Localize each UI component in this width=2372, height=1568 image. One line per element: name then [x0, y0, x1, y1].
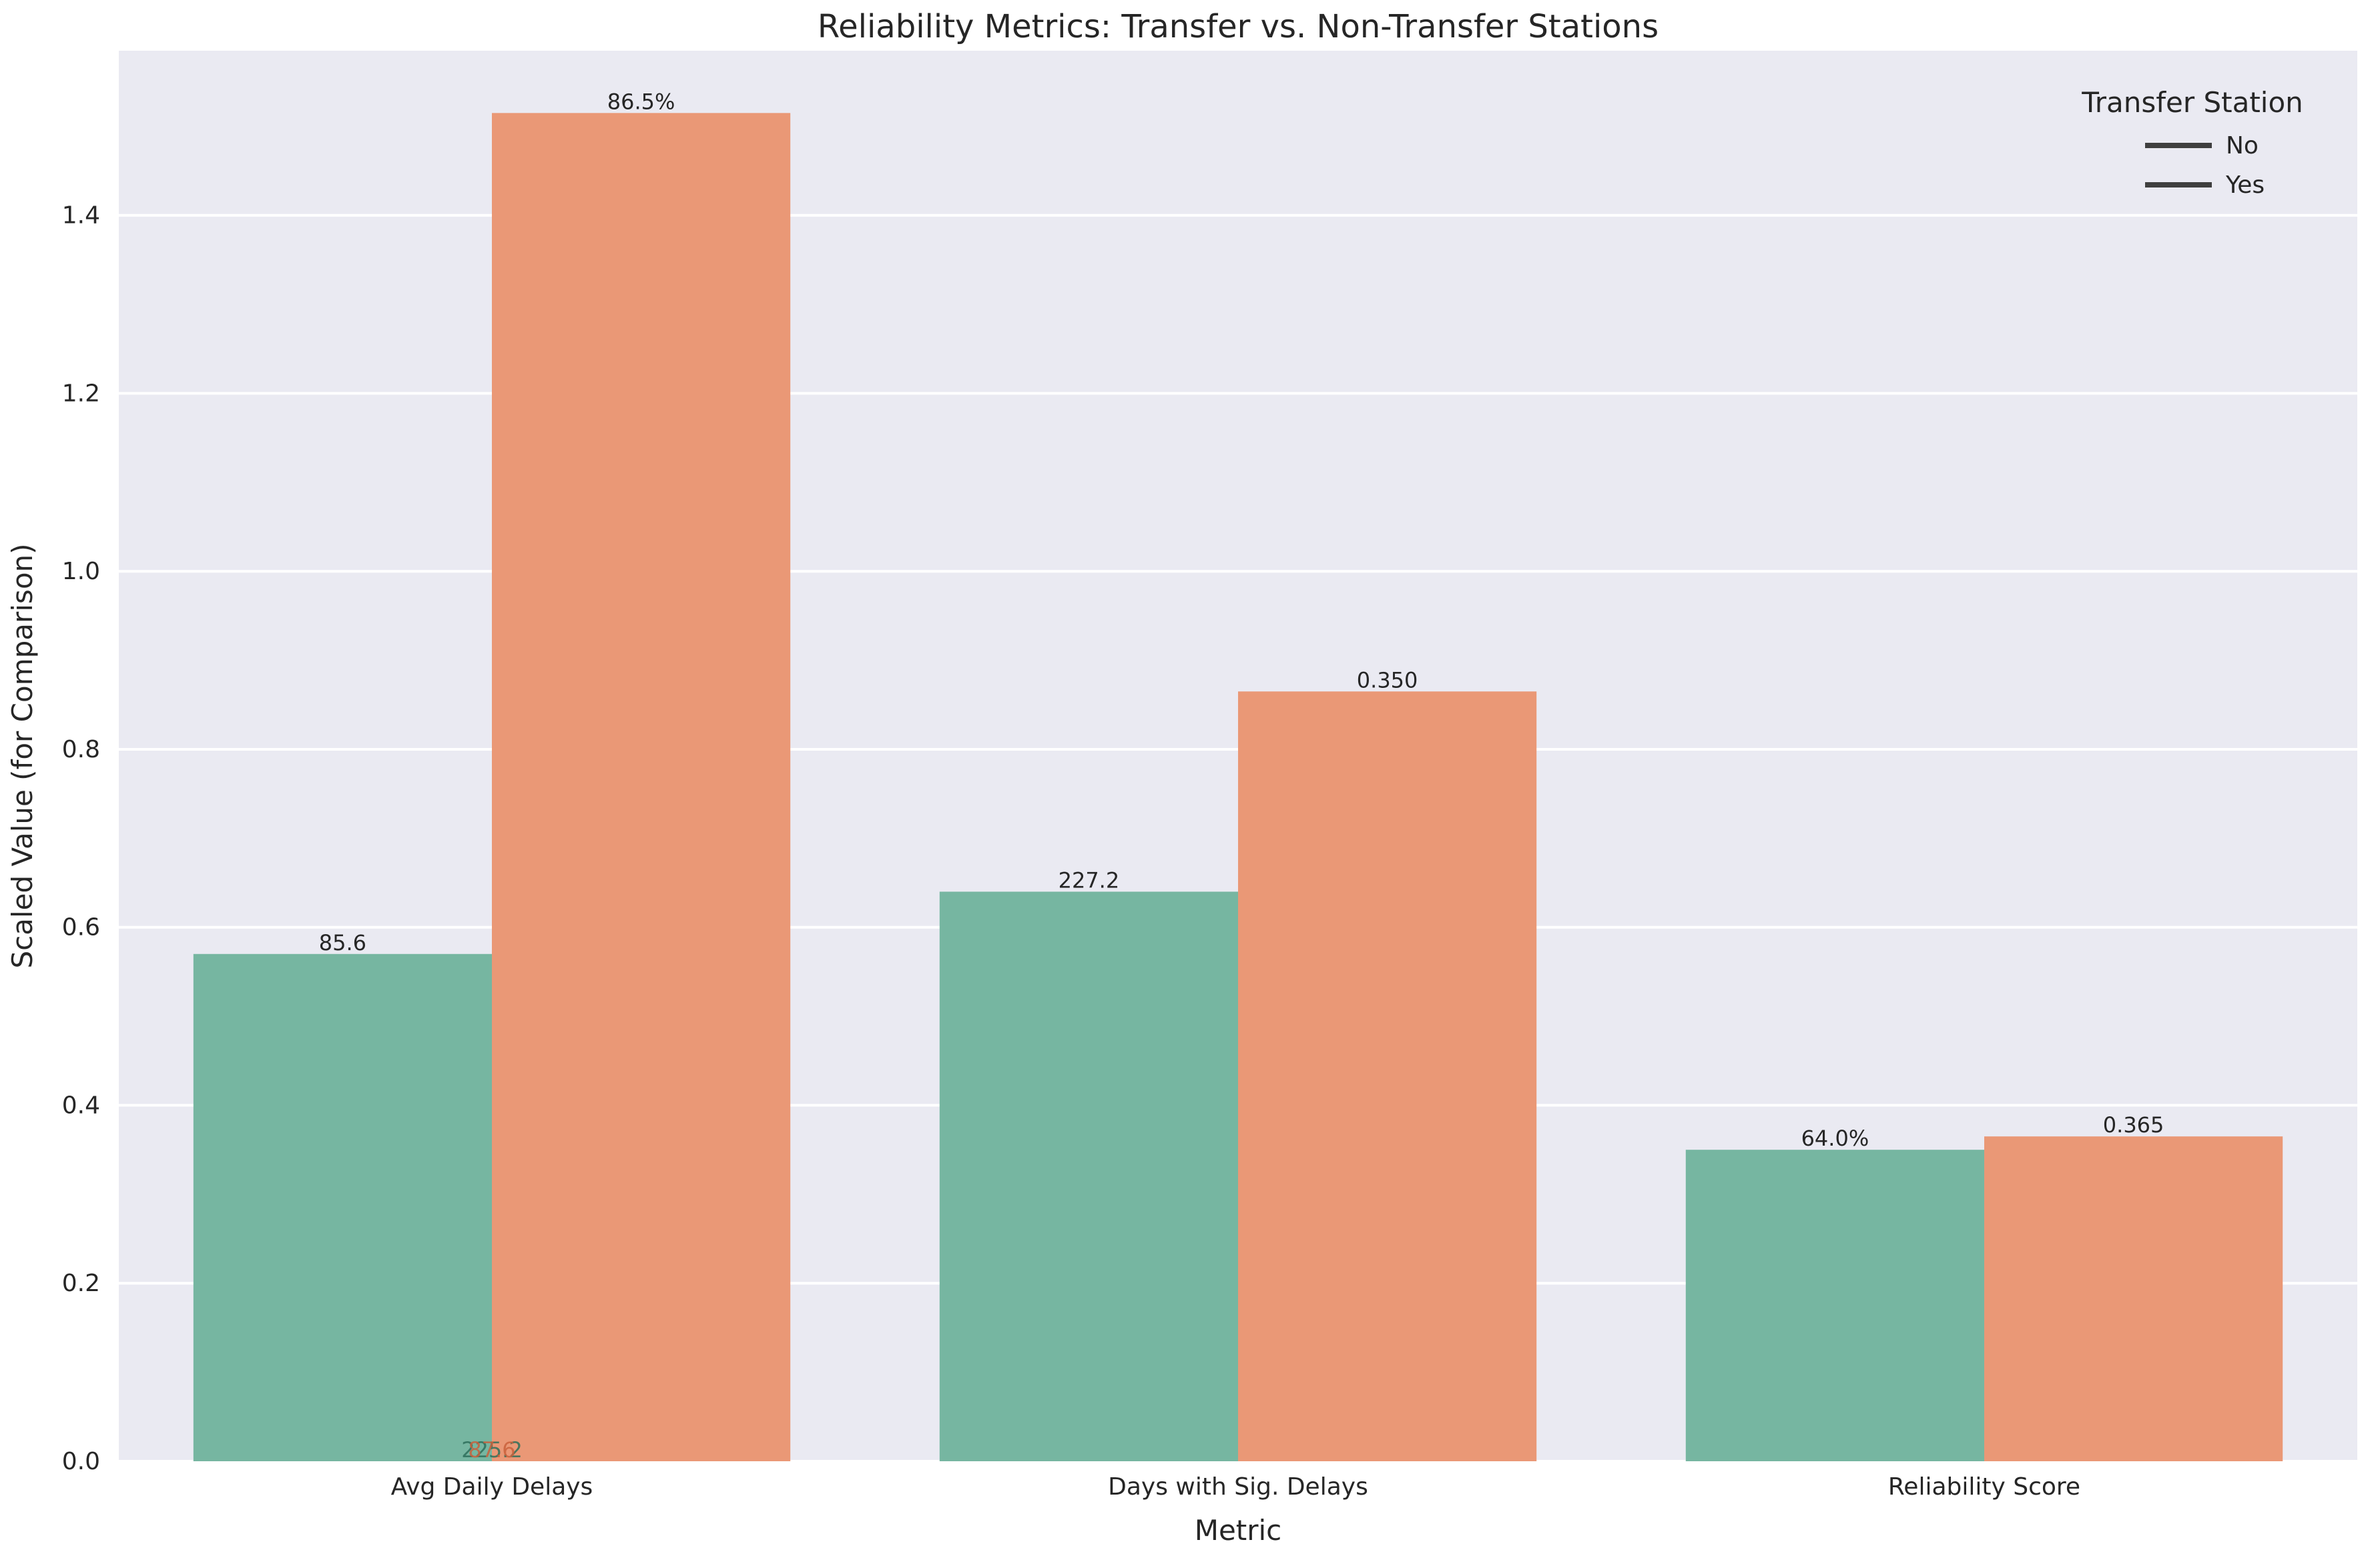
x-tick-label: Days with Sig. Delays — [1108, 1473, 1368, 1501]
bar-value-label: 227.2 — [1059, 867, 1120, 893]
legend-entries: No Yes — [2145, 132, 2265, 199]
x-axis-label: Metric — [1195, 1514, 1282, 1547]
y-axis-label: Scaled Value (for Comparison) — [6, 543, 39, 968]
bar-value-label: 64.0% — [1801, 1126, 1869, 1151]
bar — [193, 953, 492, 1461]
x-tick-label: Reliability Score — [1888, 1473, 2080, 1501]
bar — [1238, 691, 1537, 1461]
legend-title: Transfer Station — [2081, 86, 2303, 119]
x-tick-label: Avg Daily Delays — [391, 1473, 593, 1501]
bars — [193, 113, 2283, 1461]
y-tick-label: 0.8 — [62, 736, 100, 763]
bar — [1685, 1150, 1984, 1461]
y-tick-label: 0.6 — [62, 914, 100, 941]
bar — [939, 891, 1238, 1461]
y-tick-label: 1.0 — [62, 558, 100, 585]
y-tick-label: 0.0 — [62, 1448, 100, 1475]
overlap-value-label: 87.6 — [468, 1437, 515, 1463]
y-axis-ticks: 0.0 0.2 0.4 0.6 0.8 1.0 1.2 1.4 — [62, 202, 100, 1475]
legend-entry-label: No — [2226, 132, 2259, 159]
bar-labels: 85.6 86.5% 227.2 0.350 64.0% 0.365 225.287.6 — [319, 89, 2164, 1463]
y-tick-label: 1.4 — [62, 202, 100, 230]
bar-value-label: 0.365 — [2103, 1112, 2164, 1138]
bar-value-label: 86.5% — [607, 89, 675, 114]
bar — [1984, 1136, 2283, 1461]
y-tick-label: 0.4 — [62, 1092, 100, 1119]
chart-title: Reliability Metrics: Transfer vs. Non-Tr… — [818, 8, 1659, 45]
bar-value-label: 0.350 — [1357, 667, 1418, 693]
y-tick-label: 0.2 — [62, 1270, 100, 1297]
bar — [492, 113, 791, 1461]
legend: Transfer Station No Yes — [2081, 86, 2303, 199]
overlap-value-label: 225.2 — [461, 1437, 523, 1463]
bar-value-label: 85.6 — [319, 930, 366, 955]
y-tick-label: 1.2 — [62, 380, 100, 407]
legend-entry-label: Yes — [2225, 171, 2265, 199]
x-axis-ticks: Avg Daily Delays Days with Sig. Delays Rel… — [391, 1473, 2080, 1501]
